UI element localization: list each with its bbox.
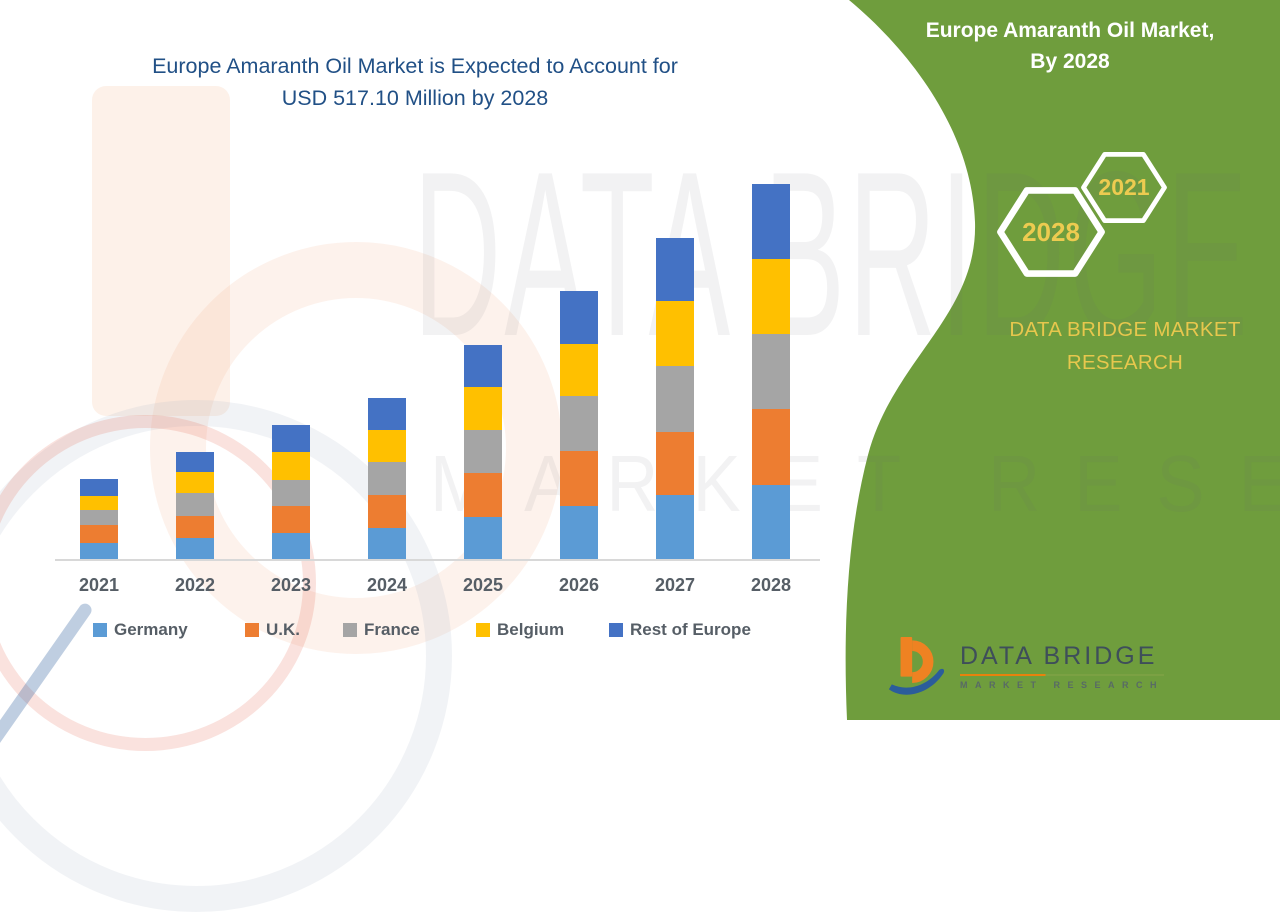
bar-2021-rest-of-europe bbox=[80, 479, 118, 496]
legend-item-rest-of-europe: Rest of Europe bbox=[609, 620, 751, 640]
legend-item-france: France bbox=[343, 620, 420, 640]
legend-label: U.K. bbox=[266, 620, 300, 639]
databridge-logo: DATA BRIDGE MARKET RESEARCH bbox=[886, 634, 1165, 698]
bar-2025 bbox=[464, 344, 502, 559]
side-panel-heading-line2: By 2028 bbox=[1030, 50, 1110, 73]
bar-2026-germany bbox=[560, 505, 598, 559]
bar-2023-u-k- bbox=[272, 506, 310, 533]
bar-2028-germany bbox=[752, 484, 790, 559]
bar-2026-u-k- bbox=[560, 451, 598, 506]
x-tick-2025: 2025 bbox=[462, 575, 504, 595]
x-tick-2027: 2027 bbox=[654, 575, 696, 595]
bar-2024-france bbox=[368, 461, 406, 495]
bar-2022-france bbox=[176, 492, 214, 516]
legend-label: Rest of Europe bbox=[630, 620, 751, 639]
bar-2026-belgium bbox=[560, 343, 598, 397]
bar-2025-belgium bbox=[464, 387, 502, 431]
bar-2022-germany bbox=[176, 537, 214, 559]
bar-2023 bbox=[272, 425, 310, 559]
bar-2021-belgium bbox=[80, 495, 118, 511]
brand-wordmark-line1: DATA BRIDGE MARKET bbox=[1009, 318, 1241, 341]
bar-2021 bbox=[80, 479, 118, 559]
x-tick-2028: 2028 bbox=[750, 575, 792, 595]
logo-underline bbox=[960, 674, 1165, 676]
bar-2021-france bbox=[80, 510, 118, 525]
bar-2024-rest-of-europe bbox=[368, 397, 406, 431]
bar-2026 bbox=[560, 290, 598, 559]
x-axis-line bbox=[55, 559, 820, 561]
logo-subtitle: MARKET RESEARCH bbox=[960, 680, 1165, 690]
legend-swatch-icon bbox=[476, 623, 490, 637]
bar-2028-france bbox=[752, 334, 790, 410]
bar-2023-belgium bbox=[272, 451, 310, 481]
x-tick-2023: 2023 bbox=[270, 575, 312, 595]
bar-2027-rest-of-europe bbox=[656, 238, 694, 302]
logo-name: DATA BRIDGE bbox=[960, 642, 1158, 670]
legend-item-u-k-: U.K. bbox=[245, 620, 300, 640]
legend-swatch-icon bbox=[245, 623, 259, 637]
x-tick-2024: 2024 bbox=[366, 575, 408, 595]
bar-2028 bbox=[752, 183, 790, 559]
bar-2027-germany bbox=[656, 495, 694, 559]
bar-2023-germany bbox=[272, 532, 310, 559]
x-tick-2021: 2021 bbox=[78, 575, 120, 595]
brand-wordmark-line2: RESEARCH bbox=[1066, 351, 1184, 374]
bar-2021-germany bbox=[80, 542, 118, 559]
legend-swatch-icon bbox=[343, 623, 357, 637]
side-panel-heading-line1: Europe Amaranth Oil Market, bbox=[925, 19, 1215, 42]
bar-2028-rest-of-europe bbox=[752, 183, 790, 259]
bar-2022-rest-of-europe bbox=[176, 451, 214, 472]
side-panel-heading: Europe Amaranth Oil Market, By 2028 bbox=[890, 15, 1250, 77]
x-tick-2022: 2022 bbox=[174, 575, 216, 595]
bar-2024-belgium bbox=[368, 430, 406, 462]
bar-2026-rest-of-europe bbox=[560, 290, 598, 344]
bar-2025-rest-of-europe bbox=[464, 344, 502, 388]
bar-2022-belgium bbox=[176, 471, 214, 493]
chart-title-line2: USD 517.10 Million by 2028 bbox=[281, 86, 549, 110]
legend-item-belgium: Belgium bbox=[476, 620, 564, 640]
bar-2026-france bbox=[560, 396, 598, 452]
legend-label: Belgium bbox=[497, 620, 565, 639]
bar-2024-u-k- bbox=[368, 494, 406, 528]
bar-2025-germany bbox=[464, 516, 502, 559]
chart-title: Europe Amaranth Oil Market is Expected t… bbox=[55, 50, 775, 114]
bar-2025-france bbox=[464, 430, 502, 473]
bar-2027 bbox=[656, 238, 694, 559]
bar-2028-u-k- bbox=[752, 409, 790, 485]
legend-item-germany: Germany bbox=[93, 620, 188, 640]
databridge-logo-icon bbox=[888, 636, 945, 695]
watermark-blue-swoosh bbox=[0, 601, 95, 748]
bar-2024-germany bbox=[368, 527, 406, 559]
bar-2028-belgium bbox=[752, 258, 790, 335]
legend-swatch-icon bbox=[609, 623, 623, 637]
x-tick-2026: 2026 bbox=[558, 575, 600, 595]
bar-2023-france bbox=[272, 480, 310, 507]
bar-2025-u-k- bbox=[464, 472, 502, 517]
bar-2021-u-k- bbox=[80, 524, 118, 543]
hexagon-2028: 2028 bbox=[996, 185, 1106, 279]
legend-swatch-icon bbox=[93, 623, 107, 637]
bar-2023-rest-of-europe bbox=[272, 425, 310, 452]
brand-wordmark: DATA BRIDGE MARKET RESEARCH bbox=[950, 313, 1280, 379]
bar-2027-belgium bbox=[656, 301, 694, 367]
bar-2027-france bbox=[656, 366, 694, 432]
bar-2022 bbox=[176, 451, 214, 559]
legend-label: Germany bbox=[114, 620, 188, 639]
legend-label: France bbox=[364, 620, 420, 639]
hexagon-2028-label: 2028 bbox=[1022, 216, 1080, 247]
bar-2024 bbox=[368, 397, 406, 559]
logo-text-block: DATA BRIDGE MARKET RESEARCH bbox=[960, 642, 1165, 690]
bar-2027-u-k- bbox=[656, 431, 694, 496]
chart-title-line1: Europe Amaranth Oil Market is Expected t… bbox=[152, 54, 678, 78]
bar-2022-u-k- bbox=[176, 515, 214, 538]
stacked-bar-chart bbox=[55, 159, 820, 559]
